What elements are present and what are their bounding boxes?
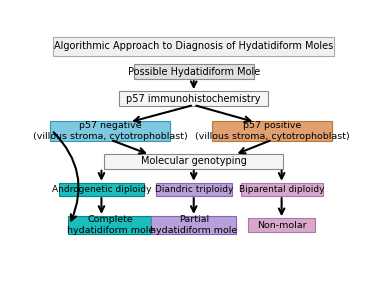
- FancyBboxPatch shape: [156, 182, 232, 196]
- FancyBboxPatch shape: [59, 182, 144, 196]
- FancyBboxPatch shape: [248, 218, 315, 232]
- FancyBboxPatch shape: [134, 64, 254, 80]
- FancyBboxPatch shape: [104, 154, 283, 169]
- Text: Biparental diploidy: Biparental diploidy: [239, 185, 324, 194]
- FancyBboxPatch shape: [119, 91, 268, 106]
- FancyBboxPatch shape: [68, 216, 153, 234]
- Text: Molecular genotyping: Molecular genotyping: [141, 156, 247, 166]
- Text: Partial
hydatidiform mole: Partial hydatidiform mole: [150, 215, 237, 235]
- FancyBboxPatch shape: [53, 37, 334, 56]
- Text: p57 positive
(villous stroma, cytotrophoblast): p57 positive (villous stroma, cytotropho…: [195, 121, 350, 141]
- Text: Androgenetic diploidy: Androgenetic diploidy: [52, 185, 151, 194]
- Text: Possible Hydatidiform Mole: Possible Hydatidiform Mole: [128, 67, 260, 77]
- Text: Diandric triploidy: Diandric triploidy: [155, 185, 233, 194]
- FancyBboxPatch shape: [50, 121, 170, 141]
- FancyBboxPatch shape: [240, 182, 322, 196]
- FancyBboxPatch shape: [212, 121, 332, 141]
- Text: Algorithmic Approach to Diagnosis of Hydatidiform Moles: Algorithmic Approach to Diagnosis of Hyd…: [54, 41, 333, 51]
- Text: Non-molar: Non-molar: [257, 221, 307, 230]
- Text: Complete
hydatidiform mole: Complete hydatidiform mole: [67, 215, 154, 235]
- Text: p57 immunohistochemistry: p57 immunohistochemistry: [127, 94, 261, 103]
- FancyBboxPatch shape: [151, 216, 236, 234]
- Text: p57 negative
(villous stroma, cytotrophoblast): p57 negative (villous stroma, cytotropho…: [33, 121, 187, 141]
